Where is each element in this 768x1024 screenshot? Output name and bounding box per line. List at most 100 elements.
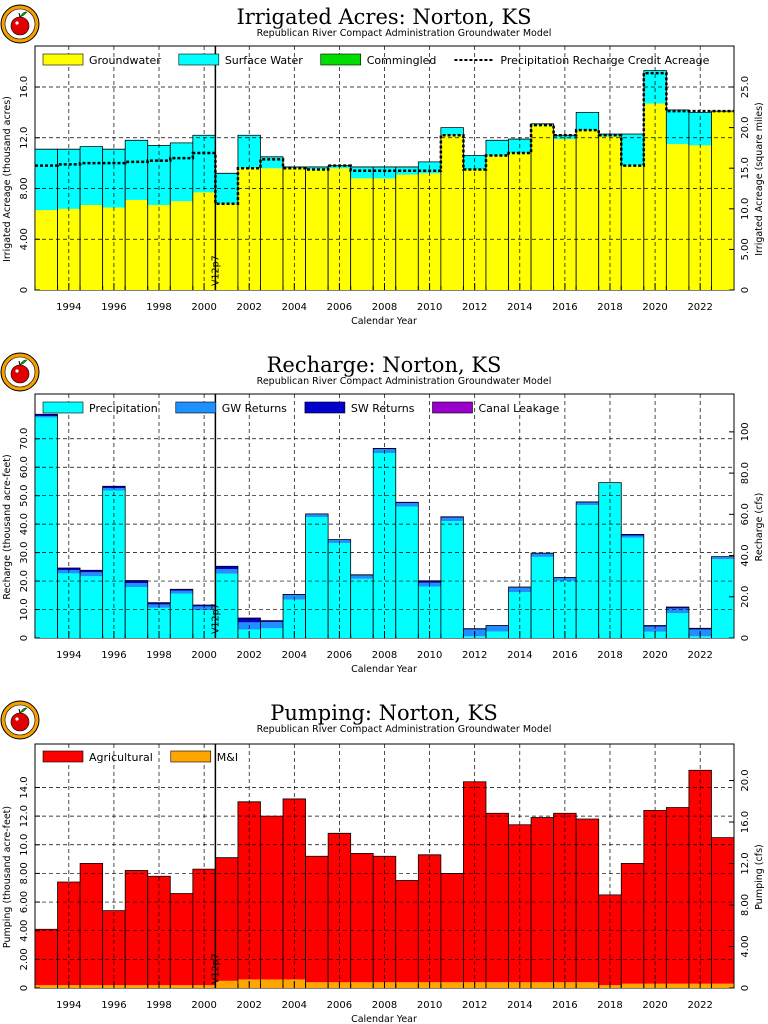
logo-leaf bbox=[19, 707, 28, 714]
x-axis: 1994 1996 1998 2000 2002 2004 2006 2008 2010 2012… bbox=[34, 981, 713, 1024]
y-tick-label: 30.0 bbox=[19, 541, 30, 563]
bar-groundwater-2003 bbox=[260, 168, 284, 290]
bar-gw-returns-1997 bbox=[125, 583, 148, 588]
y-tick-label-right: 80.0 bbox=[740, 462, 751, 484]
y-tick-label: 8.00 bbox=[19, 177, 30, 199]
legend-swatch bbox=[42, 53, 84, 66]
bar-agricultural-2003 bbox=[260, 816, 284, 980]
legend-label: Agricultural bbox=[89, 751, 153, 764]
y-tick-label-right: 40.0 bbox=[740, 544, 751, 566]
bar-gw-returns-2001 bbox=[215, 569, 238, 574]
bar-groundwater-2013 bbox=[485, 155, 509, 290]
bar-surface-water-1993 bbox=[35, 149, 58, 211]
marker-label: V12p7 bbox=[210, 953, 221, 984]
bar-gw-returns-2014 bbox=[508, 587, 532, 593]
y-tick-label-right: 5.00 bbox=[740, 238, 751, 260]
x-tick-label: 2006 bbox=[327, 650, 352, 661]
bar-surface-water-2000 bbox=[192, 135, 216, 193]
logo-apple bbox=[10, 712, 30, 732]
bar-agricultural-2014 bbox=[508, 824, 532, 983]
chart-subtitle: Republican River Compact Administration … bbox=[257, 376, 552, 387]
logo-apple bbox=[10, 364, 30, 384]
logo-shine bbox=[15, 717, 19, 721]
x-tick-label: 2004 bbox=[282, 302, 307, 313]
legend: Precipitation GW Returns SW Returns Canal L… bbox=[42, 401, 560, 415]
bar-groundwater-1997 bbox=[125, 199, 148, 290]
bar-gw-returns-2003 bbox=[260, 622, 284, 629]
bar-sw-returns-1998 bbox=[147, 602, 171, 605]
y-tick-label-right: 16.0 bbox=[740, 811, 751, 833]
bar-surface-water-2007 bbox=[350, 166, 374, 179]
bar-surface-water-1997 bbox=[125, 140, 148, 200]
bar-gw-returns-2015 bbox=[531, 553, 554, 557]
x-tick-label: 2010 bbox=[417, 1000, 442, 1011]
logo-stem bbox=[18, 708, 21, 714]
legend-item-sw-returns: SW Returns bbox=[304, 401, 415, 415]
y-tick-label: 60.0 bbox=[19, 456, 30, 478]
bar-groundwater-2015 bbox=[531, 125, 554, 290]
legend-label: Canal Leakage bbox=[479, 402, 560, 415]
legend-item-gw-returns: GW Returns bbox=[175, 401, 287, 415]
logo-stem bbox=[18, 12, 21, 18]
x-tick-label: 2014 bbox=[507, 1000, 532, 1011]
bar-gw-returns-2023 bbox=[711, 556, 734, 560]
legend-swatch bbox=[432, 401, 473, 414]
y-tick-label: 12.0 bbox=[19, 127, 30, 149]
gridlines bbox=[35, 744, 734, 988]
y-tick-label: 20.0 bbox=[19, 570, 30, 592]
legend-label: M&I bbox=[217, 751, 238, 764]
bar-sw-returns-2021 bbox=[666, 606, 689, 609]
x-tick-label: 1998 bbox=[146, 1000, 171, 1011]
bar-precipitation-2019 bbox=[621, 537, 644, 638]
bar-agricultural-2007 bbox=[350, 853, 374, 983]
apple-logo-icon bbox=[0, 4, 40, 44]
logo-shine bbox=[15, 21, 19, 25]
bar-precipitation-2013 bbox=[485, 631, 509, 638]
bar-groundwater-1995 bbox=[80, 205, 103, 290]
bar-sw-returns-1993 bbox=[35, 414, 58, 416]
bar-groundwater-2000 bbox=[192, 192, 216, 290]
y-tick-label-right: 20.0 bbox=[740, 769, 751, 791]
y-axis-label: Pumping (thousand acre-feet) bbox=[2, 806, 13, 948]
x-tick-label: 2000 bbox=[191, 302, 216, 313]
bar-precipitation-2011 bbox=[440, 521, 464, 638]
legend-item-agricultural: Agricultural bbox=[42, 750, 153, 764]
x-tick-label: 2012 bbox=[462, 650, 487, 661]
legend-item-commingled: Commingled bbox=[320, 53, 436, 67]
y-tick-label: 12.0 bbox=[19, 805, 30, 827]
bar-m-i-1995 bbox=[80, 985, 103, 988]
bar-sw-returns-2012 bbox=[463, 628, 486, 630]
bar-outline-2023 bbox=[711, 837, 735, 988]
legend-item-groundwater: Groundwater bbox=[42, 53, 161, 67]
y-axis-left: 0 4.00 8.00 12.0 16.0 Irrigated Acreage (thou… bbox=[2, 76, 40, 293]
bar-m-i-2017 bbox=[576, 982, 599, 988]
legend-swatch bbox=[175, 401, 217, 414]
bar-surface-water-2022 bbox=[688, 112, 712, 146]
x-tick-label: 1994 bbox=[56, 650, 81, 661]
bar-surface-water-2005 bbox=[305, 166, 329, 170]
bar-groundwater-2007 bbox=[350, 178, 374, 290]
y-tick-label: 4.00 bbox=[19, 228, 30, 250]
bar-precipitation-2007 bbox=[350, 578, 374, 638]
x-tick-label: 2008 bbox=[372, 650, 397, 661]
x-tick-label: 1998 bbox=[146, 302, 171, 313]
x-tick-label: 2020 bbox=[642, 1000, 667, 1011]
x-tick-label: 2016 bbox=[552, 302, 577, 313]
x-tick-label: 1994 bbox=[56, 302, 81, 313]
x-tick-label: 2008 bbox=[372, 302, 397, 313]
bar-outline-2011 bbox=[440, 516, 464, 638]
bar-m-i-2015 bbox=[531, 982, 554, 988]
apple-logo-icon bbox=[0, 700, 40, 740]
bar-gw-returns-1999 bbox=[170, 590, 193, 594]
x-tick-label: 2016 bbox=[552, 1000, 577, 1011]
bar-surface-water-1996 bbox=[102, 149, 126, 208]
bar-groundwater-2001 bbox=[215, 203, 238, 290]
bar-m-i-2023 bbox=[711, 983, 734, 988]
bar-precipitation-1997 bbox=[125, 587, 148, 638]
bar-agricultural-2002 bbox=[237, 801, 261, 980]
y-axis-left: 0 10.0 20.0 30.0 40.0 50.0 60.0 70.0 Recharge (t… bbox=[2, 428, 40, 641]
bar-m-i-2003 bbox=[260, 979, 284, 988]
marker-label: V12p7 bbox=[210, 603, 221, 634]
legend-item-precipitation: Precipitation bbox=[42, 401, 158, 415]
